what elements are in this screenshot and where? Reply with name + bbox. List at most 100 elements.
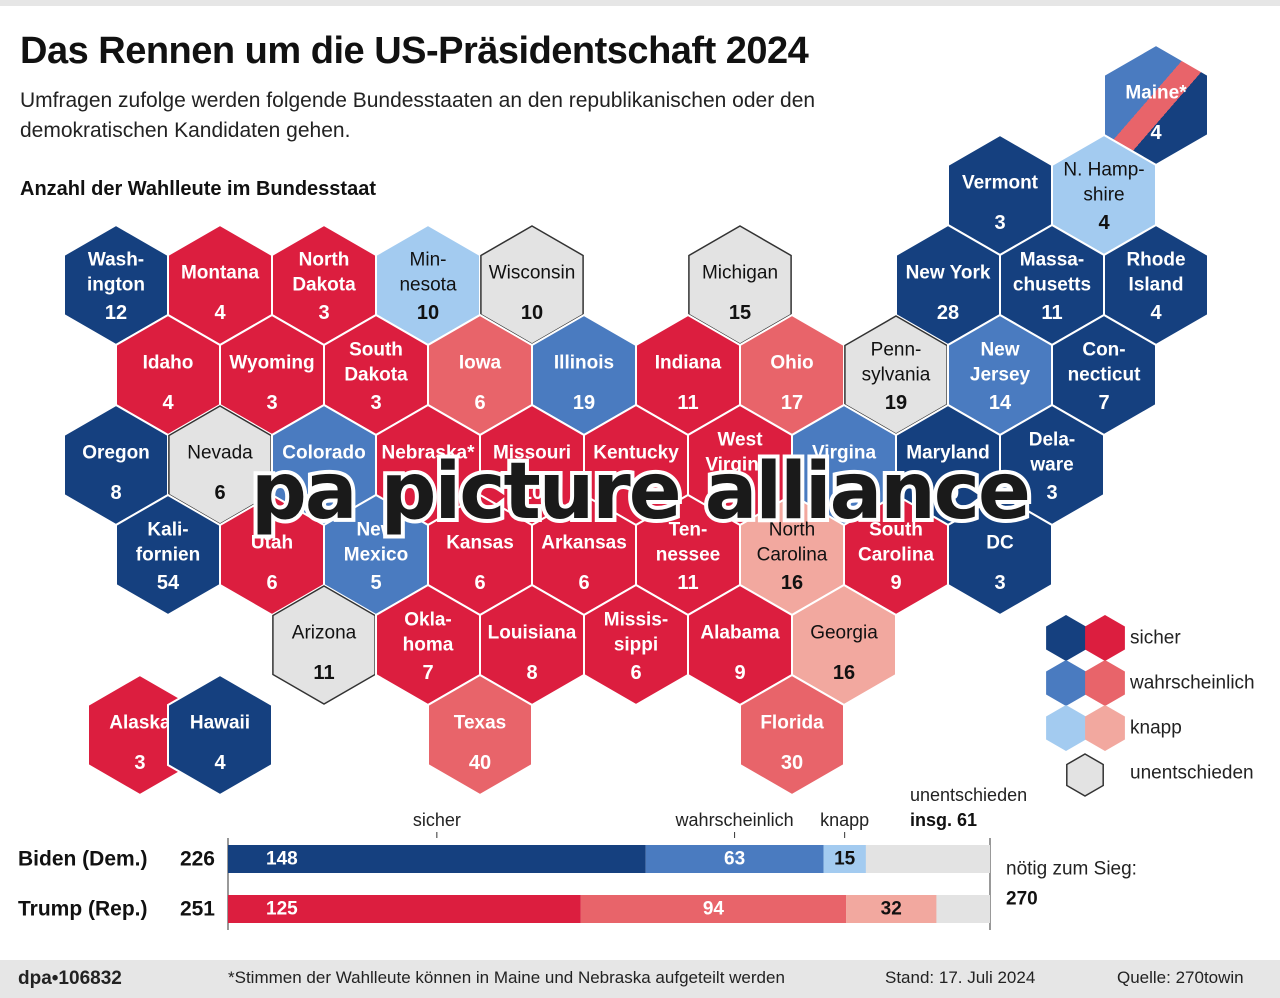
state-name: North xyxy=(769,520,815,541)
state-name: N. Hamp- xyxy=(1063,160,1144,181)
state-name: Wash- xyxy=(88,250,144,271)
bar-value: 32 xyxy=(881,899,902,920)
state-votes: 4 xyxy=(214,302,226,324)
state-name: nessee xyxy=(656,545,720,566)
state-hex: Missis-sippi 6 xyxy=(583,583,689,707)
state-name: Nebraska* xyxy=(382,443,476,464)
state-name: chusetts xyxy=(1013,275,1091,296)
bar-row: Biden (Dem.) 226 148 63 15 xyxy=(18,845,990,873)
state-votes: 30 xyxy=(781,752,803,774)
state-hex: Georgia 16 xyxy=(791,583,897,707)
state-hex: Kentucky 8 xyxy=(583,403,689,527)
state-votes: 4 xyxy=(1150,302,1162,324)
state-votes: 3 xyxy=(266,392,277,414)
state-name: Massa- xyxy=(1020,250,1084,271)
state-hex: Kali-fornien 54 xyxy=(115,493,221,617)
segment-label: wahrscheinlich xyxy=(675,810,794,830)
state-name: Carolina xyxy=(858,545,934,566)
state-votes: 19 xyxy=(573,392,595,414)
state-votes: 3 xyxy=(994,212,1005,234)
bar-segment xyxy=(823,845,866,873)
state-hex: Dela-ware 3 xyxy=(999,403,1105,527)
state-votes: 11 xyxy=(313,662,334,684)
legend-swatch xyxy=(1046,660,1086,706)
state-hex: Illinois 19 xyxy=(531,313,637,437)
state-votes: 8 xyxy=(630,482,641,504)
state-hex: N. Hamp-shire 4 xyxy=(1051,133,1157,257)
state-name: Georgia xyxy=(810,623,878,644)
state-votes: 16 xyxy=(781,572,803,594)
state-name: Carolina xyxy=(757,545,828,566)
state-name: Colorado xyxy=(282,443,365,464)
state-votes: 6 xyxy=(630,662,641,684)
watermark: pa picture alliance xyxy=(247,443,1035,541)
state-votes: 6 xyxy=(266,572,277,594)
subtitle: Umfragen zufolge werden folgende Bundess… xyxy=(20,89,816,142)
hex-shape xyxy=(427,673,533,797)
legend-swatch xyxy=(1046,705,1086,751)
state-name: Alaska xyxy=(109,713,171,734)
state-name: New xyxy=(356,520,395,541)
state-name: Louisiana xyxy=(488,623,577,644)
state-name: Ten- xyxy=(669,520,708,541)
footer-date: Stand: 17. Juli 2024 xyxy=(885,968,1036,987)
bar-value: 15 xyxy=(834,849,856,870)
state-votes: 10 xyxy=(313,482,335,504)
state-name: Illinois xyxy=(554,353,614,374)
state-votes: 10 xyxy=(521,302,543,324)
state-votes: 19 xyxy=(885,392,907,414)
state-votes: 16 xyxy=(833,662,855,684)
state-votes: 11 xyxy=(1041,302,1062,324)
state-name: Penn- xyxy=(871,340,922,361)
hex-shape xyxy=(947,493,1053,617)
state-hex: Louisiana 8 xyxy=(479,583,585,707)
state-hex: West Virginia 4 xyxy=(687,403,793,527)
bar-segment xyxy=(580,895,847,923)
state-hex: Min-nesota 10 xyxy=(375,223,481,347)
state-votes: 5 xyxy=(370,572,381,594)
state-name: Hawaii xyxy=(190,713,250,734)
legend-swatch xyxy=(1066,753,1104,797)
state-name: nesota xyxy=(399,275,456,296)
state-name: New xyxy=(980,340,1019,361)
state-hex: Texas 40 xyxy=(427,673,533,797)
state-name: North xyxy=(299,250,350,271)
state-votes: 6 xyxy=(214,482,225,504)
state-name: Maryland xyxy=(906,443,989,464)
state-hex: North Dakota 3 xyxy=(271,223,377,347)
state-votes: 10 xyxy=(521,482,543,504)
state-votes: 4 xyxy=(734,482,746,504)
state-name: Jersey xyxy=(970,365,1031,386)
state-name: Idaho xyxy=(143,353,194,374)
bar-value: 148 xyxy=(266,849,298,870)
watermark-text: pa picture alliance xyxy=(251,447,1029,537)
state-votes: 17 xyxy=(781,392,803,414)
state-votes: 4 xyxy=(1098,212,1110,234)
state-name: South xyxy=(869,520,923,541)
state-name: DC xyxy=(986,533,1014,554)
bar-segment xyxy=(846,895,937,923)
legend-label: wahrscheinlich xyxy=(1129,673,1255,694)
state-name: Wyoming xyxy=(229,353,314,374)
state-name: Vermont xyxy=(962,173,1039,194)
state-hex: Kansas 6 xyxy=(427,493,533,617)
legend-swatch xyxy=(1046,615,1086,661)
state-hex: Indiana 11 xyxy=(635,313,741,437)
state-hex: Oregon 8 xyxy=(63,403,169,527)
undecided-label: unentschieden xyxy=(910,785,1027,805)
state-hex: Alaska 3 xyxy=(87,673,193,797)
state-name: Kentucky xyxy=(593,443,679,464)
state-name: Virgina xyxy=(812,443,876,464)
state-name: ington xyxy=(87,275,145,296)
state-name: Wisconsin xyxy=(489,263,576,284)
state-hex: Florida 30 xyxy=(739,673,845,797)
legend-swatch xyxy=(1085,705,1125,751)
state-name: Florida xyxy=(760,713,824,734)
bar-value: 63 xyxy=(724,849,745,870)
state-name: Con- xyxy=(1082,340,1125,361)
state-hex: Okla-homa 7 xyxy=(375,583,481,707)
state-votes: 9 xyxy=(890,572,901,594)
bar-segment xyxy=(645,845,824,873)
state-name: Oregon xyxy=(82,443,150,464)
